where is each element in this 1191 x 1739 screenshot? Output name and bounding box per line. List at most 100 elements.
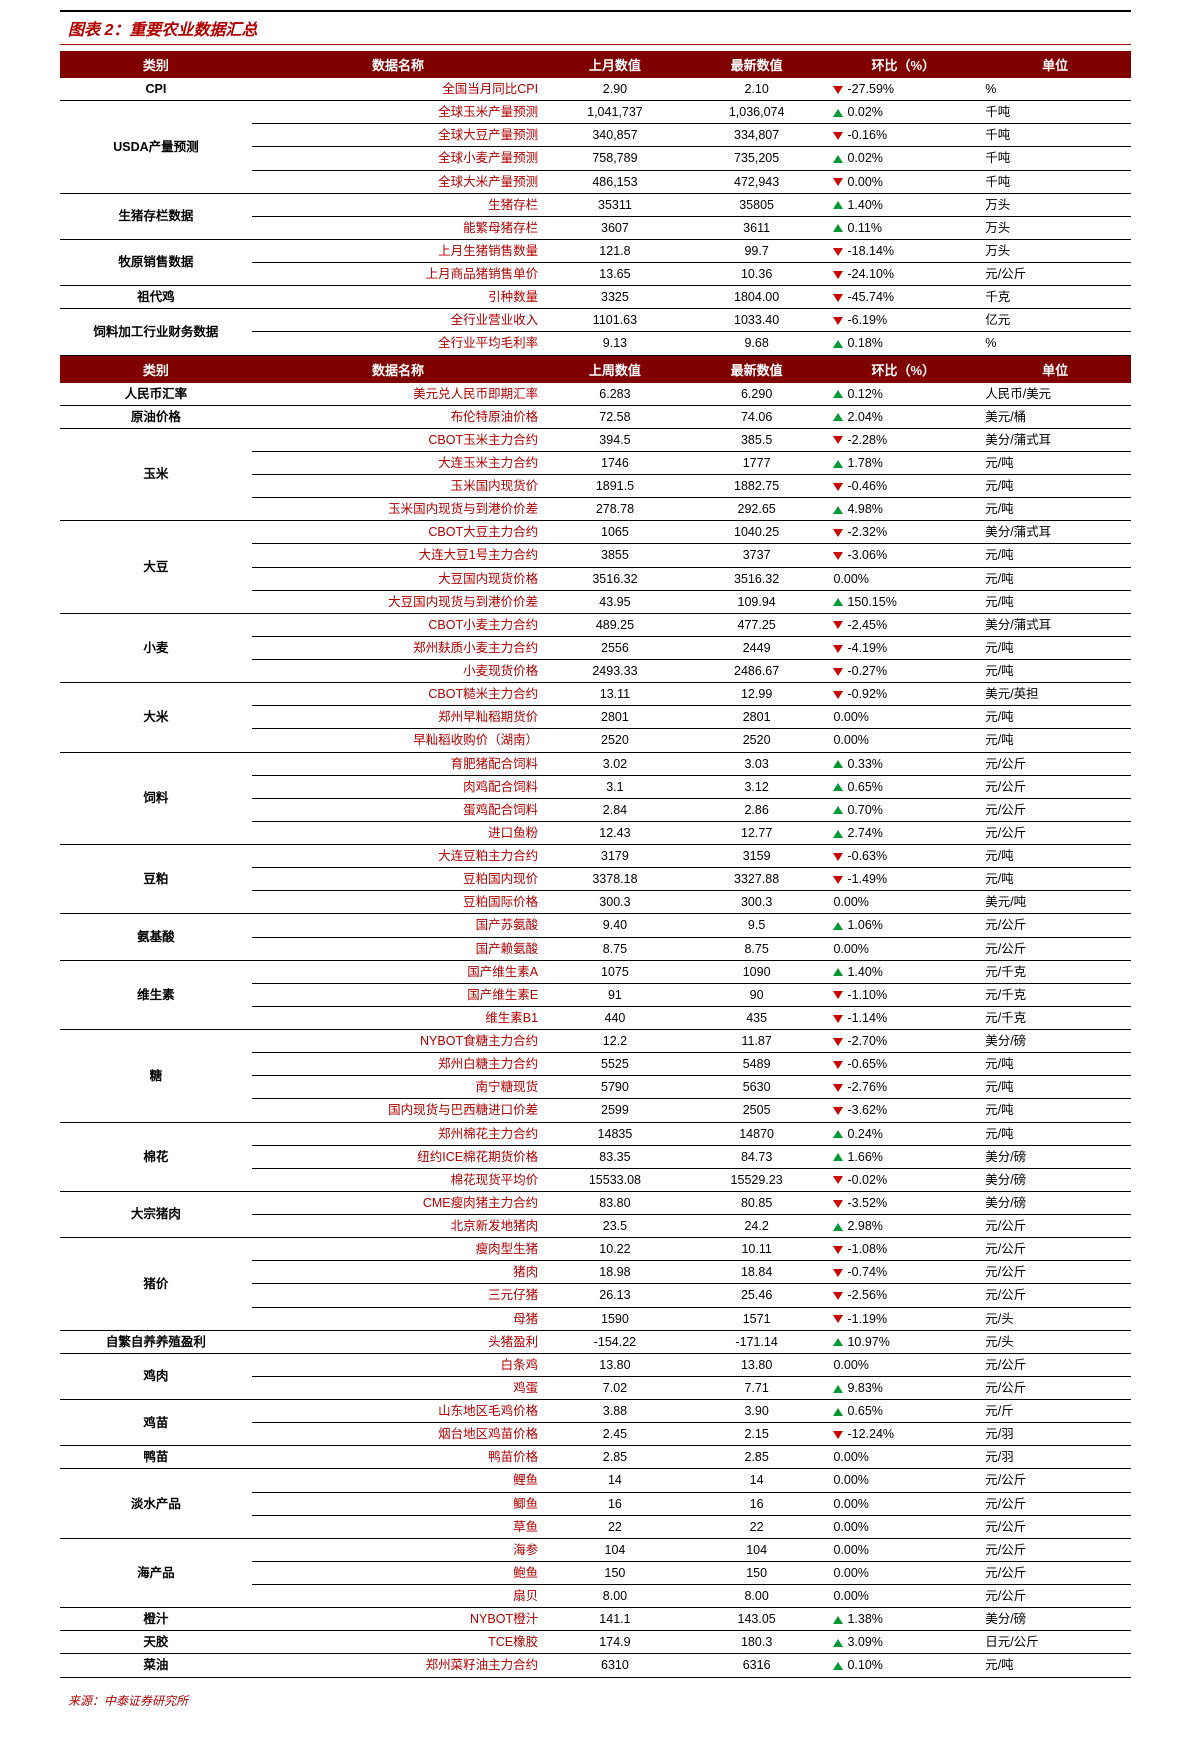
new-cell: 12.99: [686, 683, 828, 706]
triangle-up-icon: [833, 806, 843, 814]
change-value: 0.18%: [847, 336, 882, 350]
name-cell: 白条鸡: [252, 1353, 544, 1376]
change-cell: -2.45%: [827, 613, 979, 636]
table-row: 玉米CBOT玉米主力合约394.5385.5-2.28%美分/蒲式耳: [60, 428, 1131, 451]
prev-cell: 6310: [544, 1654, 686, 1677]
category-cell: 氨基酸: [60, 914, 252, 960]
unit-cell: 美元/英担: [979, 683, 1131, 706]
triangle-up-icon: [833, 155, 843, 163]
name-cell: 大连豆粕主力合约: [252, 845, 544, 868]
change-value: 2.74%: [847, 826, 882, 840]
th-name: 数据名称: [252, 51, 544, 78]
new-cell: 2.85: [686, 1446, 828, 1469]
new-cell: 1804.00: [686, 286, 828, 309]
change-cell: 0.65%: [827, 775, 979, 798]
category-cell: USDA产量预测: [60, 101, 252, 194]
triangle-up-icon: [833, 109, 843, 117]
triangle-down-icon: [833, 1315, 843, 1323]
new-cell: 3.12: [686, 775, 828, 798]
category-cell: 祖代鸡: [60, 286, 252, 309]
new-cell: 3.90: [686, 1400, 828, 1423]
unit-cell: 千克: [979, 286, 1131, 309]
new-cell: 5489: [686, 1053, 828, 1076]
triangle-up-icon: [833, 413, 843, 421]
new-cell: 3611: [686, 216, 828, 239]
name-cell: 大豆国内现货与到港价价差: [252, 590, 544, 613]
change-value: 10.97%: [847, 1335, 889, 1349]
name-cell: 全球大米产量预测: [252, 170, 544, 193]
prev-cell: 23.5: [544, 1215, 686, 1238]
name-cell: 纽约ICE棉花期货价格: [252, 1145, 544, 1168]
unit-cell: 万头: [979, 193, 1131, 216]
change-value: -1.10%: [847, 988, 887, 1002]
th-unit: 单位: [979, 355, 1131, 383]
prev-cell: 174.9: [544, 1631, 686, 1654]
triangle-down-icon: [833, 991, 843, 999]
new-cell: 10.36: [686, 263, 828, 286]
change-cell: -12.24%: [827, 1423, 979, 1446]
prev-cell: 12.2: [544, 1030, 686, 1053]
change-cell: -0.02%: [827, 1168, 979, 1191]
name-cell: 海参: [252, 1538, 544, 1561]
name-cell: 草鱼: [252, 1515, 544, 1538]
prev-cell: 758,789: [544, 147, 686, 170]
name-cell: 早籼稻收购价（湖南）: [252, 729, 544, 752]
category-cell: 鸡肉: [60, 1353, 252, 1399]
prev-cell: 5525: [544, 1053, 686, 1076]
new-cell: -171.14: [686, 1330, 828, 1353]
category-cell: 鸭苗: [60, 1446, 252, 1469]
table-row: 天胶TCE橡胶174.9180.33.09%日元/公斤: [60, 1631, 1131, 1654]
new-cell: 22: [686, 1515, 828, 1538]
change-cell: 0.00%: [827, 1469, 979, 1492]
change-value: 0.65%: [847, 1404, 882, 1418]
unit-cell: 元/头: [979, 1307, 1131, 1330]
new-cell: 3.03: [686, 752, 828, 775]
name-cell: 棉花现货平均价: [252, 1168, 544, 1191]
name-cell: 郑州早籼稻期货价: [252, 706, 544, 729]
table-row: 豆粕大连豆粕主力合约31793159-0.63%元/吨: [60, 845, 1131, 868]
triangle-up-icon: [833, 760, 843, 768]
unit-cell: 千吨: [979, 101, 1131, 124]
name-cell: 北京新发地猪肉: [252, 1215, 544, 1238]
prev-cell: 3378.18: [544, 868, 686, 891]
change-cell: -18.14%: [827, 239, 979, 262]
table-row: 小麦CBOT小麦主力合约489.25477.25-2.45%美分/蒲式耳: [60, 613, 1131, 636]
new-cell: 7.71: [686, 1376, 828, 1399]
table-header-row-2: 类别 数据名称 上周数值 最新数值 环比（%） 单位: [60, 355, 1131, 383]
change-value: -0.74%: [847, 1265, 887, 1279]
change-cell: 2.74%: [827, 821, 979, 844]
change-cell: -2.76%: [827, 1076, 979, 1099]
unit-cell: 美分/蒲式耳: [979, 613, 1131, 636]
change-cell: 0.00%: [827, 567, 979, 590]
change-cell: -1.14%: [827, 1006, 979, 1029]
table-row: 大宗猪肉CME瘦肉猪主力合约83.8080.85-3.52%美分/磅: [60, 1191, 1131, 1214]
new-cell: 292.65: [686, 498, 828, 521]
table-row: 海产品海参1041040.00%元/公斤: [60, 1538, 1131, 1561]
prev-cell: 3.88: [544, 1400, 686, 1423]
triangle-down-icon: [833, 1292, 843, 1300]
name-cell: 鸡蛋: [252, 1376, 544, 1399]
name-cell: 能繁母猪存栏: [252, 216, 544, 239]
th-category: 类别: [60, 51, 252, 78]
change-cell: -0.46%: [827, 475, 979, 498]
change-value: -3.62%: [847, 1103, 887, 1117]
change-cell: 4.98%: [827, 498, 979, 521]
unit-cell: 元/公斤: [979, 798, 1131, 821]
change-value: -24.10%: [847, 267, 894, 281]
unit-cell: 元/吨: [979, 451, 1131, 474]
change-cell: -1.10%: [827, 983, 979, 1006]
prev-cell: 14835: [544, 1122, 686, 1145]
change-value: -2.28%: [847, 433, 887, 447]
change-cell: -6.19%: [827, 309, 979, 332]
new-cell: 99.7: [686, 239, 828, 262]
prev-cell: 2.90: [544, 78, 686, 101]
triangle-down-icon: [833, 645, 843, 653]
triangle-up-icon: [833, 460, 843, 468]
prev-cell: 18.98: [544, 1261, 686, 1284]
new-cell: 109.94: [686, 590, 828, 613]
name-cell: 美元兑人民币即期汇率: [252, 383, 544, 406]
unit-cell: 亿元: [979, 309, 1131, 332]
triangle-up-icon: [833, 1616, 843, 1624]
name-cell: CBOT玉米主力合约: [252, 428, 544, 451]
prev-cell: 2556: [544, 636, 686, 659]
